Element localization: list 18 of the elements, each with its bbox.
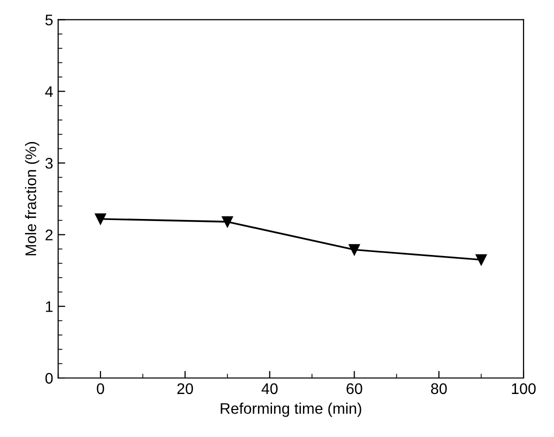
x-tick-label: 100 [512, 383, 536, 394]
y-axis-title: Mole fraction (%) [25, 142, 40, 256]
x-tick-label: 40 [262, 383, 278, 394]
y-tick-label: 4 [45, 86, 53, 97]
x-tick-label: 20 [177, 383, 193, 394]
y-tick-label: 3 [45, 158, 53, 169]
y-tick-label: 1 [46, 301, 53, 312]
y-tick-label: 0 [45, 372, 53, 384]
x-tick-label: 0 [96, 383, 104, 394]
point [222, 216, 233, 228]
point [348, 244, 360, 256]
point [476, 254, 487, 266]
y-tick-label: 2 [46, 230, 53, 240]
y-tick-label: 5 [45, 14, 53, 26]
point [94, 213, 106, 224]
x-tick-label: 80 [431, 383, 447, 394]
x-axis-title: Reforming time (min) [220, 402, 362, 417]
x-tick-label: 60 [346, 383, 362, 394]
